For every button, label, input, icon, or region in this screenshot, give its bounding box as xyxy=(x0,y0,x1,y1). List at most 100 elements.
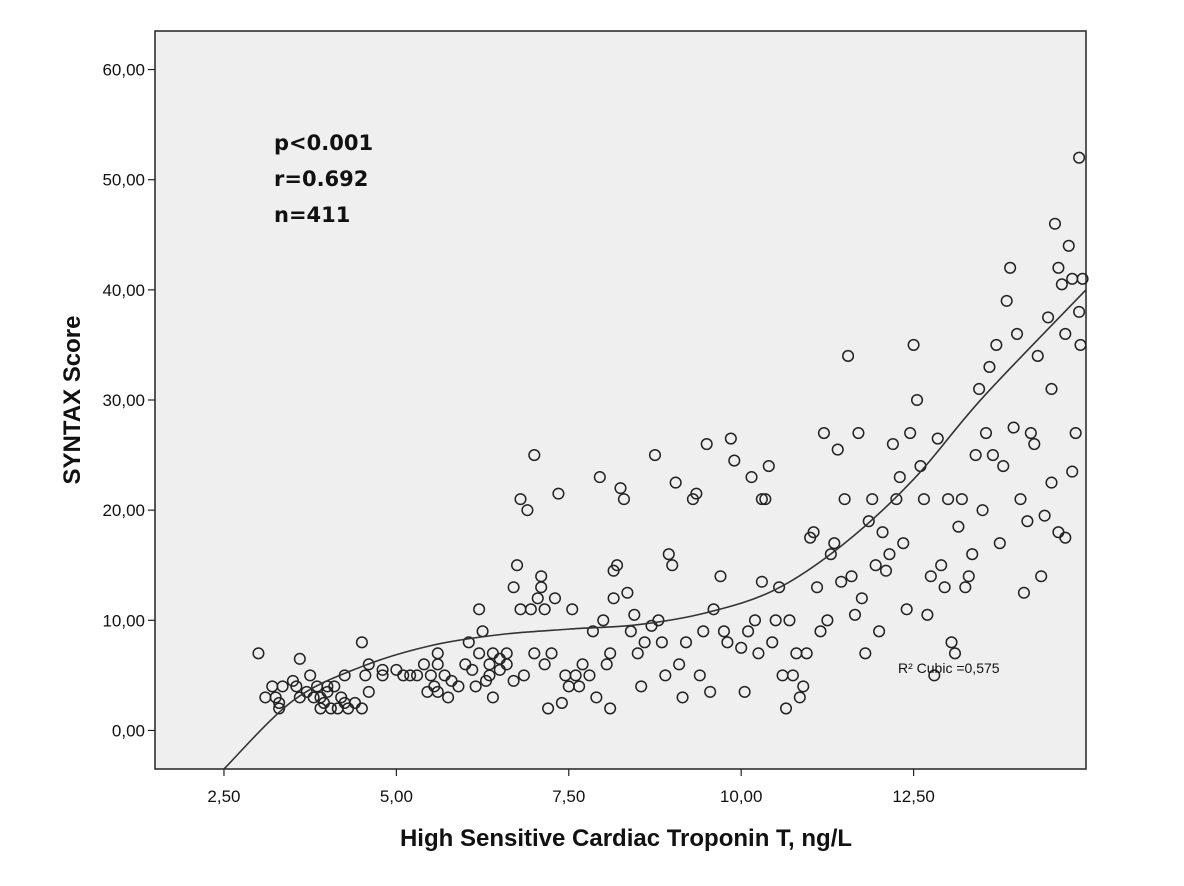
data-point xyxy=(800,647,813,660)
y-tick-label: 10,00 xyxy=(102,611,145,630)
data-point xyxy=(614,482,627,495)
data-point xyxy=(611,559,624,572)
data-point xyxy=(466,663,479,676)
data-point xyxy=(966,548,979,561)
y-tick-label: 50,00 xyxy=(102,171,145,190)
data-point xyxy=(355,636,368,649)
data-point xyxy=(628,608,641,621)
data-point xyxy=(907,338,920,351)
data-point xyxy=(442,691,455,704)
data-point xyxy=(855,592,868,605)
data-point xyxy=(793,691,806,704)
data-point xyxy=(924,570,937,583)
data-point xyxy=(1038,509,1051,522)
data-point xyxy=(817,426,830,440)
data-point xyxy=(769,614,782,627)
data-point xyxy=(952,520,965,533)
data-point xyxy=(862,515,875,528)
data-point xyxy=(552,487,565,500)
p-value-annotation: p<0.001 xyxy=(274,131,373,155)
data-point xyxy=(473,603,486,616)
data-point xyxy=(997,460,1010,473)
data-point xyxy=(597,614,610,627)
data-point xyxy=(976,504,989,517)
data-point xyxy=(604,647,617,660)
data-point xyxy=(576,658,589,671)
data-point xyxy=(904,426,917,440)
data-point xyxy=(604,702,617,715)
data-point xyxy=(714,570,727,583)
data-point xyxy=(852,426,865,440)
data-point xyxy=(748,614,762,627)
data-point xyxy=(869,559,882,572)
data-point xyxy=(535,581,548,594)
data-point xyxy=(824,548,837,561)
data-point xyxy=(600,658,613,671)
data-point xyxy=(635,680,648,693)
data-point xyxy=(935,559,948,572)
data-point xyxy=(1074,338,1087,351)
data-point xyxy=(662,548,675,561)
data-point xyxy=(1062,239,1075,252)
y-tick-label: 40,00 xyxy=(102,281,145,300)
data-point xyxy=(290,680,303,693)
data-point xyxy=(528,449,541,462)
data-point xyxy=(962,570,975,583)
data-point xyxy=(483,658,496,671)
data-point xyxy=(1000,294,1013,307)
data-point xyxy=(779,702,793,715)
y-tick-label: 20,00 xyxy=(102,501,145,520)
data-point xyxy=(304,669,317,682)
data-point xyxy=(693,669,706,682)
data-point xyxy=(666,559,679,572)
x-tick-label: 7,50 xyxy=(552,787,585,806)
data-point xyxy=(473,647,486,660)
x-tick-label: 12,50 xyxy=(892,787,935,806)
data-point xyxy=(293,652,306,665)
data-point xyxy=(755,493,768,506)
data-point xyxy=(324,702,337,715)
data-point xyxy=(307,691,320,704)
data-point xyxy=(273,696,286,709)
data-point xyxy=(617,493,630,506)
data-point xyxy=(679,636,693,649)
y-tick-label: 60,00 xyxy=(102,61,145,80)
data-point xyxy=(938,581,951,594)
data-point xyxy=(728,454,741,467)
data-point xyxy=(928,669,941,682)
data-point xyxy=(555,696,568,709)
cubic-fit-line xyxy=(223,289,1087,770)
data-point xyxy=(507,674,520,687)
data-point xyxy=(528,647,541,660)
data-point xyxy=(766,636,779,649)
data-point xyxy=(1076,272,1089,285)
data-point xyxy=(1024,426,1037,440)
r-squared-label: R² Cubic =0,575 xyxy=(898,660,1000,676)
data-point xyxy=(797,680,810,693)
data-point xyxy=(704,685,717,698)
data-point xyxy=(931,432,944,445)
data-point xyxy=(452,680,465,693)
data-point xyxy=(1059,327,1072,340)
data-point xyxy=(969,449,982,462)
data-point xyxy=(893,471,906,484)
data-point xyxy=(607,592,620,605)
data-point xyxy=(548,592,562,605)
data-point xyxy=(538,603,551,616)
data-point xyxy=(1073,151,1086,164)
data-point xyxy=(810,581,824,594)
data-point xyxy=(1035,570,1048,583)
data-point xyxy=(1028,438,1041,451)
data-point xyxy=(417,658,431,671)
data-point xyxy=(897,537,910,550)
data-point xyxy=(1042,311,1055,324)
data-point xyxy=(1017,586,1030,599)
data-point xyxy=(376,663,389,676)
data-point xyxy=(1073,305,1086,318)
data-point xyxy=(773,581,786,594)
data-point xyxy=(328,680,341,693)
data-point xyxy=(252,647,265,660)
data-point xyxy=(848,608,862,621)
data-point xyxy=(742,625,755,638)
data-point xyxy=(1055,278,1068,291)
